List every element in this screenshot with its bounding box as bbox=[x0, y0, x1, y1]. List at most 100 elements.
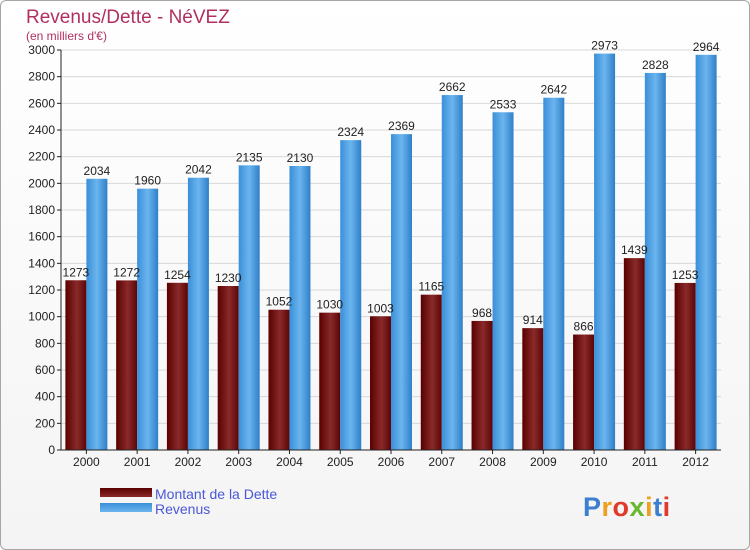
data-label: 914 bbox=[523, 313, 543, 327]
data-label: 2034 bbox=[84, 164, 111, 178]
x-axis-ticks: 2000 2001 2002 2003 2004 2005 2006 2007 2008 2009… bbox=[73, 450, 709, 469]
x-tick-label: 2001 bbox=[124, 455, 151, 469]
bar-revenus bbox=[492, 112, 514, 451]
data-label: 1003 bbox=[367, 301, 394, 315]
x-tick-label: 2004 bbox=[276, 455, 303, 469]
bar-revenus bbox=[340, 140, 362, 450]
data-label: 1439 bbox=[621, 243, 648, 257]
y-tick-label: 200 bbox=[35, 416, 55, 430]
bar-revenus bbox=[187, 177, 209, 450]
y-tick-label: 1000 bbox=[28, 310, 55, 324]
y-tick-label: 0 bbox=[48, 443, 55, 457]
bar-dette bbox=[420, 294, 442, 450]
data-label: 2042 bbox=[185, 163, 212, 177]
bar-dette bbox=[319, 312, 341, 450]
proxiti-logo: Proxiti bbox=[583, 492, 671, 522]
logo-letter: o bbox=[613, 492, 630, 522]
logo-letter: i bbox=[663, 492, 671, 522]
y-tick-label: 2600 bbox=[28, 96, 55, 110]
x-tick-label: 2009 bbox=[530, 455, 557, 469]
y-tick-label: 1600 bbox=[28, 230, 55, 244]
x-tick-label: 2012 bbox=[682, 455, 709, 469]
bar-revenus bbox=[644, 72, 666, 450]
data-label: 2662 bbox=[439, 80, 466, 94]
data-label: 2642 bbox=[540, 83, 567, 97]
bar-revenus bbox=[441, 95, 463, 451]
logo-letter: P bbox=[583, 492, 602, 522]
data-label: 2324 bbox=[337, 125, 364, 139]
bar-dette bbox=[471, 320, 493, 450]
x-tick-label: 2000 bbox=[73, 455, 100, 469]
data-label: 2369 bbox=[388, 119, 415, 133]
data-label: 2828 bbox=[642, 58, 669, 72]
bar-dette bbox=[217, 286, 239, 450]
data-label: 866 bbox=[574, 320, 594, 334]
bar-dette bbox=[674, 282, 696, 450]
bar-dette bbox=[573, 334, 595, 450]
bar-revenus bbox=[594, 53, 616, 450]
bar-dette bbox=[116, 280, 138, 450]
y-tick-label: 2800 bbox=[28, 70, 55, 84]
bar-revenus bbox=[543, 97, 565, 450]
logo-letter: x bbox=[630, 492, 646, 522]
data-label: 2135 bbox=[236, 150, 263, 164]
x-tick-label: 2006 bbox=[378, 455, 405, 469]
bar-dette bbox=[370, 316, 391, 450]
data-label: 1165 bbox=[418, 280, 444, 294]
logo-letter: t bbox=[653, 492, 663, 522]
data-label: 2130 bbox=[287, 151, 314, 165]
data-label: 1960 bbox=[134, 174, 161, 188]
y-tick-label: 800 bbox=[35, 336, 55, 350]
y-axis-ticks: 0 200 400 600 800 1000 1200 1400 1600 1800 2000 220… bbox=[28, 43, 61, 457]
x-tick-label: 2007 bbox=[428, 455, 455, 469]
x-tick-label: 2002 bbox=[175, 455, 202, 469]
data-label: 2973 bbox=[591, 39, 618, 53]
legend-label-dette: Montant de la Dette bbox=[155, 486, 277, 502]
data-label: 968 bbox=[472, 306, 492, 320]
data-label: 1273 bbox=[63, 265, 90, 279]
data-label: 1253 bbox=[672, 268, 699, 282]
data-label: 1272 bbox=[113, 265, 140, 279]
y-tick-label: 2000 bbox=[28, 176, 55, 190]
logo-letter: r bbox=[602, 492, 613, 522]
data-label: 1030 bbox=[316, 298, 343, 312]
bar-revenus bbox=[289, 166, 311, 450]
bar-revenus bbox=[391, 134, 412, 450]
chart-title: Revenus/Dette - NéVEZ bbox=[26, 7, 230, 28]
bar-dette bbox=[522, 328, 544, 450]
bar-dette bbox=[268, 309, 290, 450]
y-tick-label: 1200 bbox=[28, 283, 55, 297]
y-tick-label: 2400 bbox=[28, 123, 55, 137]
x-tick-label: 2005 bbox=[327, 455, 354, 469]
data-label: 1230 bbox=[215, 271, 242, 285]
bar-dette bbox=[65, 280, 87, 450]
bars bbox=[65, 53, 717, 451]
bar-revenus bbox=[695, 54, 717, 451]
data-label: 2964 bbox=[693, 40, 720, 54]
bar-dette bbox=[623, 258, 645, 450]
bar-revenus bbox=[238, 165, 260, 451]
legend: Montant de la Dette Revenus bbox=[100, 486, 277, 517]
chart-subtitle: (en milliers d'€) bbox=[26, 29, 107, 43]
x-tick-label: 2010 bbox=[581, 455, 608, 469]
x-tick-label: 2003 bbox=[225, 455, 252, 469]
y-tick-label: 400 bbox=[35, 390, 55, 404]
y-tick-label: 1400 bbox=[28, 256, 55, 270]
bar-dette bbox=[166, 282, 188, 450]
x-tick-label: 2008 bbox=[479, 455, 506, 469]
data-labels: 1273 2034 1272 1960 1254 2042 1230 2135 1052 2130… bbox=[63, 39, 720, 334]
bar-revenus bbox=[86, 178, 108, 451]
legend-label-revenus: Revenus bbox=[155, 501, 210, 517]
logo-letter: i bbox=[645, 492, 653, 522]
y-tick-label: 600 bbox=[35, 363, 55, 377]
y-tick-label: 1800 bbox=[28, 203, 55, 217]
data-label: 2533 bbox=[490, 97, 517, 111]
data-label: 1254 bbox=[164, 268, 191, 282]
bar-revenus bbox=[137, 188, 159, 450]
y-tick-label: 2200 bbox=[28, 150, 55, 164]
x-tick-label: 2011 bbox=[632, 455, 658, 469]
data-label: 1052 bbox=[266, 295, 293, 309]
legend-swatch-dette bbox=[100, 488, 152, 497]
legend-swatch-revenus bbox=[100, 503, 152, 512]
